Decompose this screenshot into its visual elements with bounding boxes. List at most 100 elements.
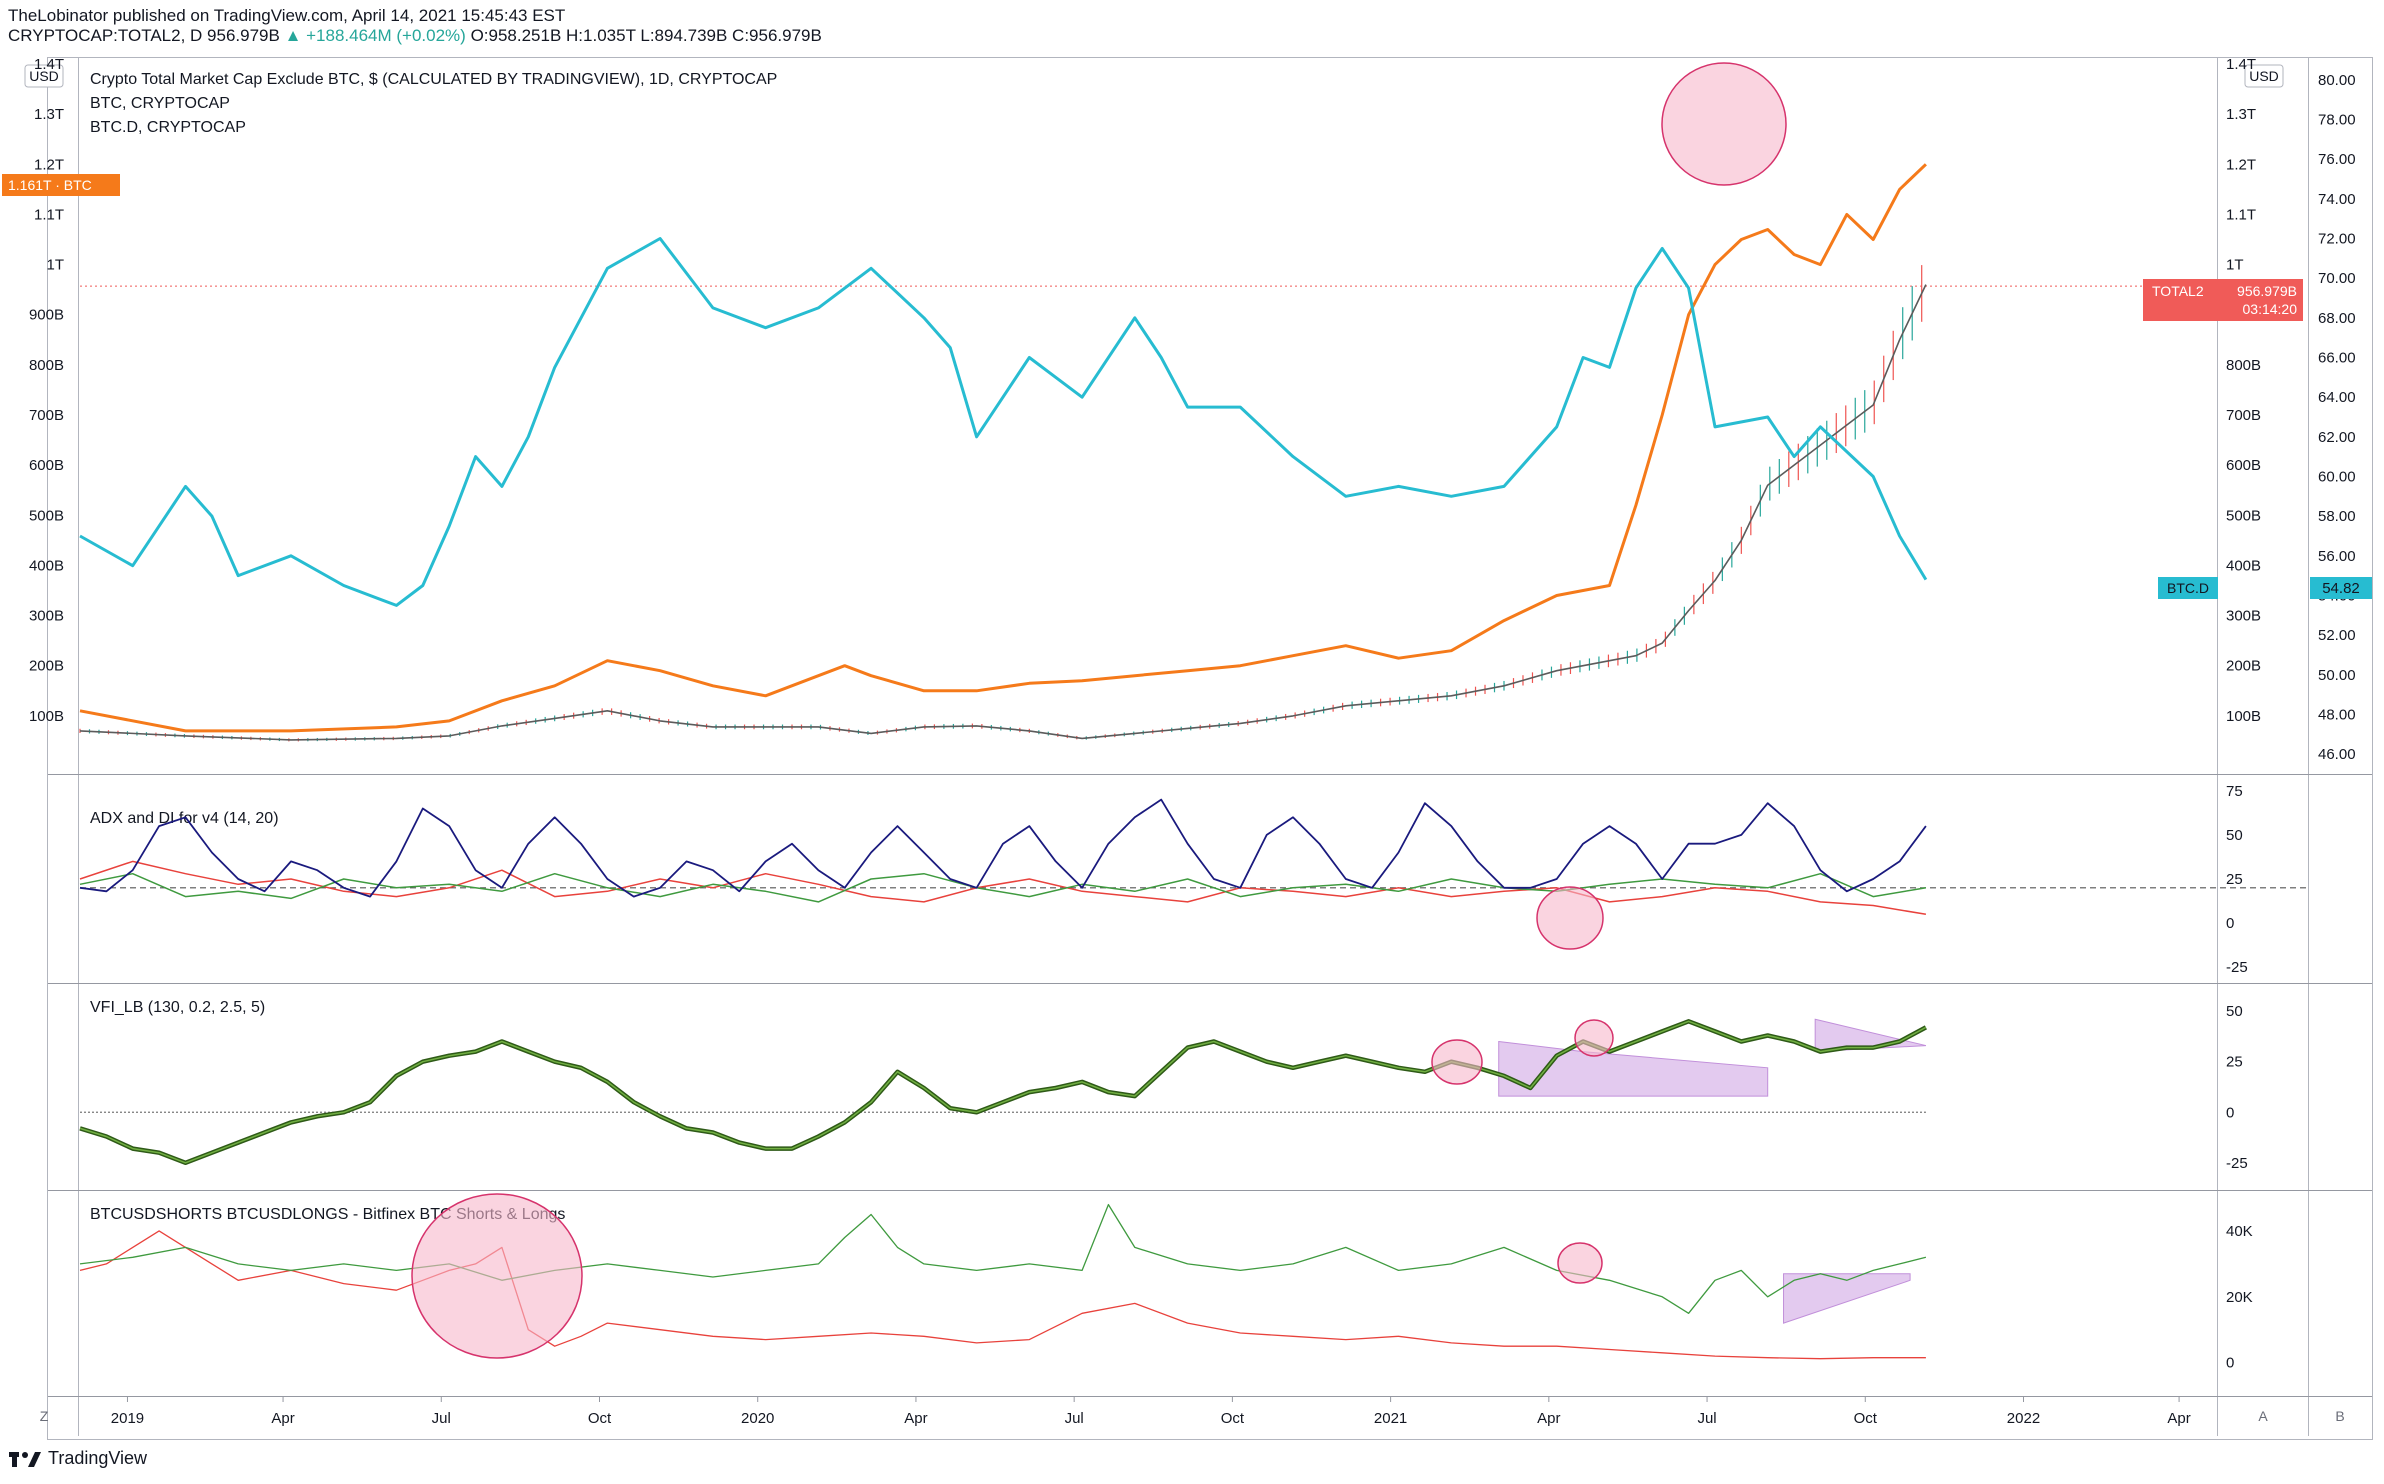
di-plus-line — [79, 872, 1927, 903]
sl-y-tick-1: 20K — [2226, 1289, 2253, 1306]
series-layer — [79, 163, 2310, 1360]
adx-y-tick-50: 50 — [2226, 827, 2243, 844]
y-tick-left-2: 1.2T — [34, 156, 64, 173]
time-label-12: 2022 — [2007, 1410, 2040, 1427]
y-tick-btcd-1: 78.00 — [2318, 112, 2356, 129]
legend-btcd: BTC.D, CRYPTOCAP — [90, 119, 246, 136]
y-tick-right-2: 1.2T — [2226, 156, 2256, 173]
y-tick-btcd-9: 62.00 — [2318, 429, 2356, 446]
time-label-1: Apr — [271, 1410, 294, 1427]
time-label-5: Apr — [904, 1410, 927, 1427]
ohlc-values: O:958.251B H:1.035T L:894.739B C:956.979… — [470, 26, 822, 45]
btcd-line — [79, 237, 1928, 607]
usd-label-left: USD — [29, 68, 59, 84]
vfi-y-tick-25: 25 — [2226, 1054, 2243, 1071]
time-axis-z-button[interactable]: Z — [40, 1408, 49, 1424]
y-tick-left-8: 600B — [29, 457, 64, 474]
y-tick-right-13: 100B — [2226, 708, 2261, 725]
vfi-line — [79, 1020, 1927, 1164]
vfi-triangle-1 — [1498, 1040, 1769, 1097]
publish-line: TheLobinator published on TradingView.co… — [8, 6, 566, 25]
y-tick-btcd-7: 66.00 — [2318, 349, 2356, 366]
y-tick-btcd-2: 76.00 — [2318, 151, 2356, 168]
y-tick-right-10: 400B — [2226, 557, 2261, 574]
y-tick-btcd-17: 46.00 — [2318, 746, 2356, 763]
highlight-circle-vfi-1 — [1431, 1039, 1483, 1085]
chart-canvas[interactable]: USD USD Crypto Total Market Cap Exclude … — [0, 0, 2384, 1440]
y-tick-left-0: 1.4T — [34, 56, 64, 73]
footer: TradingView — [8, 1448, 147, 1469]
adx-y-tick--25: -25 — [2226, 959, 2248, 976]
y-tick-right-0: 1.4T — [2226, 56, 2256, 73]
annotation-shapes — [1498, 1018, 1927, 1324]
sl-y-tick-2: 0 — [2226, 1355, 2234, 1372]
btc-badge: 1.161T · BTC — [8, 177, 92, 193]
y-tick-right-11: 300B — [2226, 608, 2261, 625]
y-tick-left-5: 900B — [29, 307, 64, 324]
chart-frame — [47, 57, 2373, 1440]
y-tick-btcd-6: 68.00 — [2318, 310, 2356, 327]
y-tick-btcd-5: 70.00 — [2318, 270, 2356, 287]
adx-y-tick-25: 25 — [2226, 871, 2243, 888]
y-tick-left-9: 500B — [29, 507, 64, 524]
btc-badge-box — [2, 174, 120, 196]
axis-layer: 1.4T1.3T1.2T1.1T1T900B800B700B600B500B40… — [29, 56, 2356, 1427]
symbol-name: CRYPTOCAP:TOTAL2, D — [8, 26, 203, 45]
y-tick-left-1: 1.3T — [34, 106, 64, 123]
time-label-13: Apr — [2167, 1410, 2190, 1427]
adx-line — [79, 798, 1927, 898]
highlight-circle-vfi-2 — [1574, 1019, 1614, 1057]
time-label-6: Jul — [1065, 1410, 1084, 1427]
vfi-y-tick-0: 0 — [2226, 1104, 2234, 1121]
usd-label-left-box — [24, 64, 64, 88]
tradingview-logo-icon — [9, 1451, 41, 1467]
total2-line — [79, 284, 1927, 741]
highlight-circle-longs — [1557, 1242, 1603, 1284]
total2-badge-box — [2143, 279, 2303, 321]
y-tick-btcd-0: 80.00 — [2318, 72, 2356, 89]
usd-label-right-box — [2244, 64, 2284, 88]
shorts-line — [79, 1230, 1926, 1360]
highlight-circle-main — [1661, 62, 1787, 186]
time-label-7: Oct — [1221, 1410, 1245, 1427]
vfi-y-tick--25: -25 — [2226, 1155, 2248, 1172]
scale-a-button[interactable]: A — [2258, 1408, 2268, 1424]
y-tick-btcd-16: 48.00 — [2318, 706, 2356, 723]
adx-y-tick-75: 75 — [2226, 783, 2243, 800]
usd-label-right: USD — [2249, 68, 2279, 84]
price-change: ▲ +188.464M (+0.02%) — [284, 26, 466, 45]
sl-triangle — [1783, 1273, 1911, 1324]
vfi-y-tick-50: 50 — [2226, 1003, 2243, 1020]
y-tick-right-8: 600B — [2226, 457, 2261, 474]
di-minus-line — [79, 860, 1927, 916]
symbol-quote: CRYPTOCAP:TOTAL2, D 956.979B ▲ +188.464M… — [8, 26, 822, 46]
time-label-4: 2020 — [741, 1410, 774, 1427]
vfi-pane-title: VFI_LB (130, 0.2, 2.5, 5) — [90, 999, 265, 1016]
total2-badge-timer: 03:14:20 — [2243, 301, 2298, 317]
main-chart-title: Crypto Total Market Cap Exclude BTC, $ (… — [90, 71, 777, 88]
time-label-3: Oct — [588, 1410, 612, 1427]
y-tick-left-13: 100B — [29, 708, 64, 725]
time-label-10: Jul — [1697, 1410, 1716, 1427]
time-label-2: Jul — [432, 1410, 451, 1427]
y-tick-left-11: 300B — [29, 608, 64, 625]
annotation-circles — [411, 62, 1787, 1359]
time-label-11: Oct — [1854, 1410, 1878, 1427]
highlight-circle-shorts — [411, 1193, 583, 1359]
time-label-8: 2021 — [1374, 1410, 1407, 1427]
legend-btc: BTC, CRYPTOCAP — [90, 95, 230, 112]
sl-y-tick-0: 40K — [2226, 1223, 2253, 1240]
highlight-circle-adx — [1536, 886, 1604, 950]
adx-y-tick-0: 0 — [2226, 915, 2234, 932]
y-tick-btcd-4: 72.00 — [2318, 231, 2356, 248]
y-tick-left-12: 200B — [29, 658, 64, 675]
y-tick-right-6: 800B — [2226, 357, 2261, 374]
total2-badge-name: TOTAL2 — [2152, 283, 2204, 299]
y-tick-btcd-3: 74.00 — [2318, 191, 2356, 208]
y-tick-btcd-11: 58.00 — [2318, 508, 2356, 525]
y-tick-btcd-15: 50.00 — [2318, 667, 2356, 684]
y-tick-left-10: 400B — [29, 557, 64, 574]
scale-b-button[interactable]: B — [2335, 1408, 2344, 1424]
y-tick-right-9: 500B — [2226, 507, 2261, 524]
y-tick-btcd-8: 64.00 — [2318, 389, 2356, 406]
